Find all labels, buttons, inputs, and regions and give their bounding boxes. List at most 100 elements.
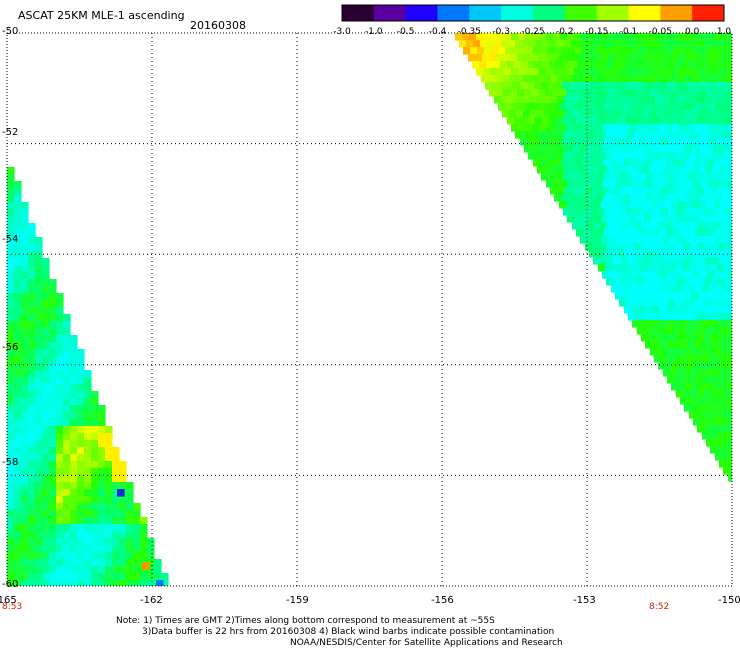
swath-cell: [678, 145, 686, 153]
swath-cell: [570, 61, 578, 69]
swath-cell: [580, 201, 588, 209]
swath-cell: [42, 265, 50, 273]
swath-cell: [35, 300, 43, 308]
swath-cell: [698, 404, 706, 412]
swath-cell: [7, 328, 15, 336]
swath-cell: [656, 166, 664, 174]
swath-cell: [14, 300, 22, 308]
swath-cell: [653, 173, 661, 181]
swath-cell: [626, 61, 634, 69]
swath-cell: [689, 208, 697, 216]
swath-cell: [42, 454, 50, 462]
swath-cell: [612, 264, 620, 272]
swath-cell: [729, 47, 732, 55]
swath-cell: [633, 117, 641, 125]
swath-cell: [105, 510, 113, 518]
swath-cell: [513, 82, 521, 90]
swath-cell: [622, 236, 630, 244]
swath-cell: [557, 187, 565, 195]
swath-cell: [56, 342, 64, 350]
swath-cell: [7, 223, 15, 231]
swath-cell: [667, 82, 675, 90]
swath-cell: [684, 369, 692, 377]
swath-cell: [7, 321, 15, 329]
colorbar: [341, 4, 725, 22]
swath-cell: [581, 215, 589, 223]
swath-cell: [659, 194, 667, 202]
swath-cell: [7, 412, 15, 420]
swath-cell: [608, 145, 616, 153]
swath-cell: [604, 229, 612, 237]
swath-cell: [7, 545, 15, 553]
swath-cell: [119, 566, 127, 574]
swath-cell: [708, 159, 716, 167]
swath-cell: [590, 229, 598, 237]
swath-cell: [688, 320, 696, 328]
swath-cell: [14, 286, 22, 294]
swath-cell: [697, 131, 705, 139]
swath-cell: [63, 552, 71, 560]
swath-cell: [704, 278, 712, 286]
swath-cell: [680, 397, 688, 405]
swath-cell: [667, 320, 675, 328]
swath-cell: [665, 68, 673, 76]
swath-cell: [56, 405, 64, 413]
swath-cell: [709, 138, 717, 146]
swath-cell: [98, 538, 106, 546]
swath-cell: [685, 54, 693, 62]
swath-cell: [624, 306, 632, 314]
swath-cell: [668, 61, 676, 69]
swath-cell: [690, 243, 698, 251]
swath-cell: [21, 363, 29, 371]
swath-cell: [468, 54, 476, 62]
swath-cell: [119, 559, 127, 567]
swath-cell: [680, 103, 688, 111]
swath-cell: [706, 54, 714, 62]
colorbar-label: -0.4: [428, 27, 447, 37]
swath-cell: [649, 166, 657, 174]
swath-cell: [505, 47, 513, 55]
swath-cell: [466, 40, 474, 48]
swath-cell: [576, 138, 584, 146]
swath-cell: [35, 496, 43, 504]
swath-cell: [705, 75, 713, 83]
swath-cell: [42, 538, 50, 546]
swath-cell: [656, 75, 664, 83]
swath-cell: [112, 503, 120, 511]
swath-cell: [28, 300, 36, 308]
swath-cell: [112, 482, 120, 490]
swath-cell: [643, 89, 651, 97]
swath-cell: [694, 47, 702, 55]
swath-cell: [35, 447, 43, 455]
swath-cell: [609, 271, 617, 279]
swath-cell: [575, 103, 583, 111]
swath-cell: [476, 33, 484, 41]
swath-cell: [98, 405, 106, 413]
swath-cell: [529, 96, 537, 104]
swath-cell: [520, 82, 528, 90]
swath-cell: [70, 349, 78, 357]
swath-cell: [606, 187, 614, 195]
swath-cell: [509, 110, 517, 118]
swath-cell: [49, 489, 57, 497]
product-date: 20160308: [190, 19, 246, 32]
swath-cell: [649, 257, 657, 265]
swath-cell: [56, 552, 64, 560]
swath-cell: [559, 201, 567, 209]
swath-cell: [730, 173, 732, 181]
swath-cell: [557, 131, 565, 139]
swath-cell: [728, 327, 732, 335]
swath-cell: [658, 180, 666, 188]
swath-cell: [77, 447, 85, 455]
swath-cell: [591, 208, 599, 216]
swath-cell: [700, 215, 708, 223]
swath-cell: [585, 243, 593, 251]
swath-cell: [702, 320, 710, 328]
swath-cell: [685, 145, 693, 153]
swath-cell: [662, 96, 670, 104]
swath-cell: [603, 47, 611, 55]
swath-cell: [555, 138, 563, 146]
graticule: [6, 32, 733, 587]
swath-cell: [661, 61, 669, 69]
swath-cell: [14, 503, 22, 511]
